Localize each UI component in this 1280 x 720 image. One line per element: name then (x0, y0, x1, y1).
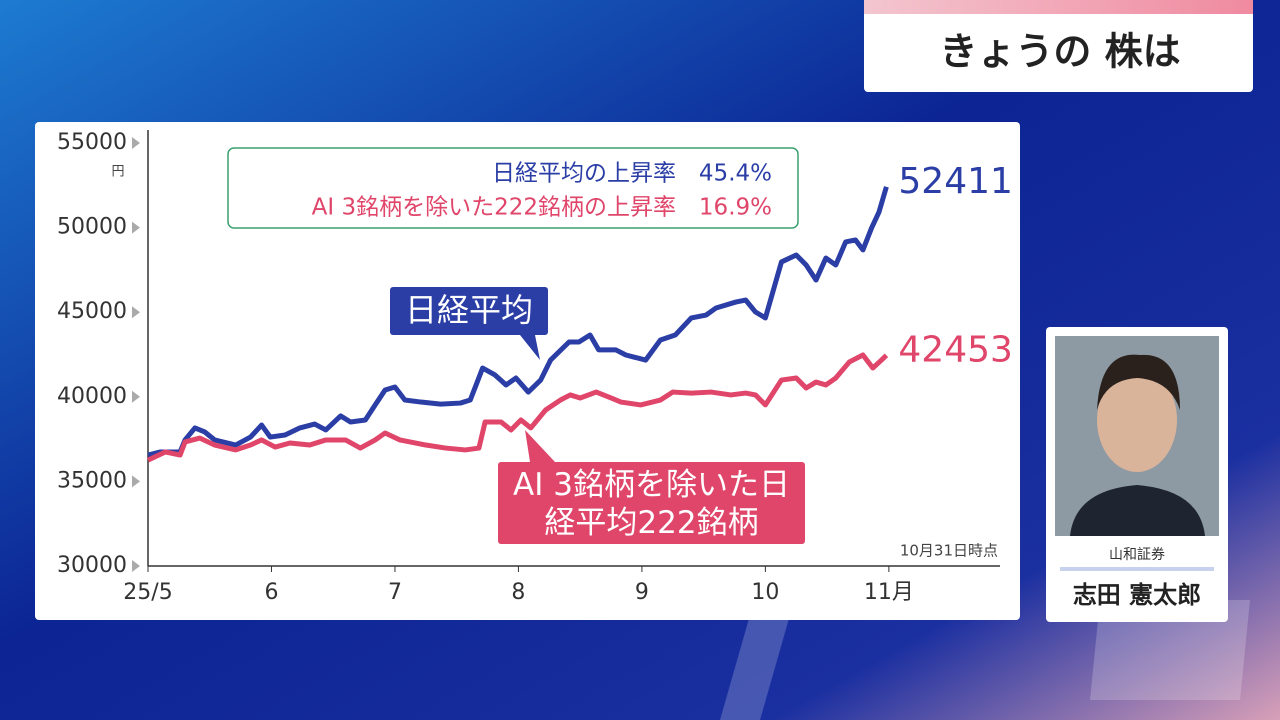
x-tick-label: 8 (511, 580, 525, 605)
y-tick-mark (132, 137, 140, 149)
y-tick-mark (132, 390, 140, 403)
x-tick-label: 10 (751, 580, 779, 605)
title: きょうの 株は (939, 30, 1180, 74)
photo-body (1070, 485, 1205, 536)
y-tick-label: 35000 (57, 468, 127, 493)
pointer (525, 430, 555, 462)
summary-value: 16.9% (699, 195, 772, 221)
y-tick-label: 50000 (57, 215, 127, 240)
pointer (520, 335, 540, 360)
note: 10月31日時点 (900, 542, 998, 560)
series-line (147, 186, 889, 458)
divider (1060, 567, 1214, 571)
series-label-box (390, 287, 548, 335)
y-tick-mark (132, 560, 140, 572)
y-tick-label: 30000 (57, 553, 127, 578)
x-tick-label: 25/5 (123, 580, 172, 605)
end-label: 52411 (898, 161, 1013, 202)
y-unit: 円 (111, 165, 124, 180)
title-strip (864, 0, 1253, 14)
y-tick-mark (132, 475, 140, 488)
y-tick-mark (132, 306, 140, 319)
x-tick-label: 11月 (864, 580, 914, 605)
x-tick-label: 7 (388, 580, 402, 605)
x-tick-label: 6 (264, 580, 278, 605)
title-box (864, 0, 1253, 92)
summary-label: 日経平均の上昇率 (492, 161, 676, 187)
summary-value: 45.4% (699, 161, 772, 187)
x-tick-label: 9 (635, 580, 649, 605)
series-label: 日経平均 (405, 291, 533, 329)
y-tick-label: 40000 (57, 384, 127, 409)
presenter-name: 志田 憲太郎 (1073, 581, 1201, 609)
y-tick-label: 55000 (57, 130, 127, 155)
series-line (146, 352, 889, 463)
presenter-company: 山和証券 (1109, 547, 1165, 563)
y-tick-mark (132, 221, 140, 234)
summary-box (227, 147, 799, 229)
summary-label: AI 3銘柄を除いた222銘柄の上昇率 (312, 195, 676, 221)
photo-face (1097, 368, 1177, 472)
series-label: AI 3銘柄を除いた日経平均222銘柄 (498, 462, 805, 544)
y-tick-label: 45000 (57, 299, 127, 324)
end-label: 42453 (898, 329, 1013, 370)
photo-hair (1097, 354, 1180, 410)
